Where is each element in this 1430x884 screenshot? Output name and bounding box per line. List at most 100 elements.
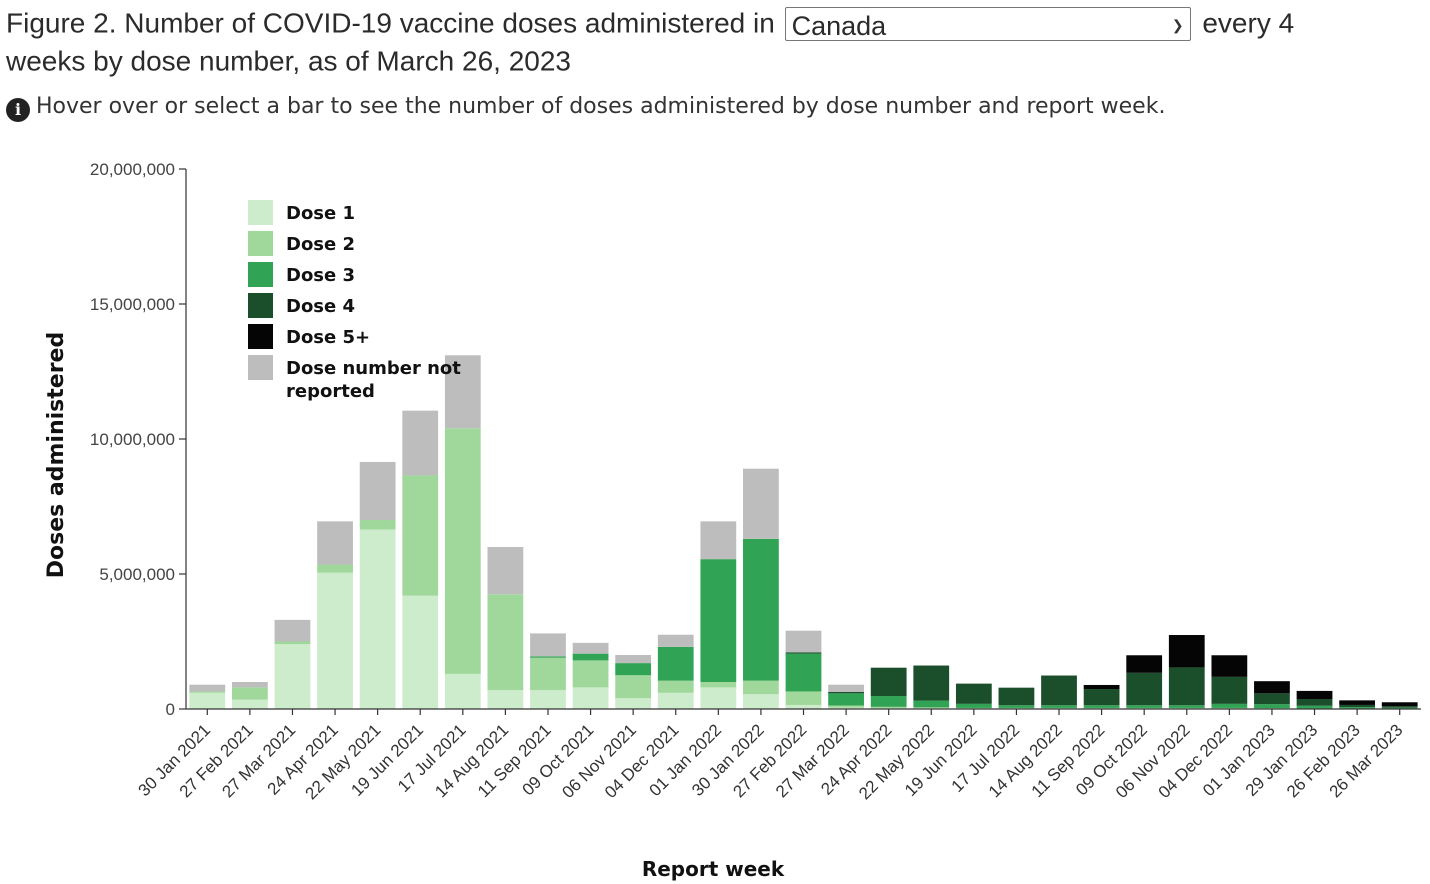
bar-segment[interactable] — [359, 529, 396, 709]
bar-segment[interactable] — [1083, 684, 1120, 690]
bar-segment[interactable] — [1168, 635, 1205, 668]
bar-segment[interactable] — [700, 682, 737, 688]
bar-segment[interactable] — [487, 547, 524, 595]
bar-segment[interactable] — [870, 696, 907, 707]
bar-segment[interactable] — [1126, 655, 1163, 673]
bar-segment[interactable] — [1296, 699, 1333, 706]
bar-segment[interactable] — [317, 572, 353, 709]
bar-segment[interactable] — [1041, 707, 1077, 709]
legend-swatch[interactable] — [248, 262, 273, 287]
bar-segment[interactable] — [1083, 689, 1120, 706]
bar-segment[interactable] — [1211, 676, 1248, 704]
bar-segment[interactable] — [785, 691, 822, 705]
bar-segment[interactable] — [1041, 675, 1077, 706]
bar-segment[interactable] — [1339, 707, 1376, 709]
bar-segment[interactable] — [785, 630, 822, 653]
bar-segment[interactable] — [998, 705, 1035, 708]
bar-segment[interactable] — [530, 633, 566, 657]
bar-segment[interactable] — [615, 663, 652, 676]
bar-segment[interactable] — [1211, 655, 1248, 677]
legend-swatch[interactable] — [248, 355, 273, 380]
bar-segment[interactable] — [1168, 667, 1205, 706]
bar-segment[interactable] — [1168, 705, 1205, 708]
bar-segment[interactable] — [572, 653, 609, 661]
bar-segment[interactable] — [998, 707, 1035, 709]
bar-segment[interactable] — [828, 707, 864, 709]
bar-segment[interactable] — [1168, 707, 1205, 709]
bar-segment[interactable] — [231, 687, 268, 700]
bar-segment[interactable] — [1254, 704, 1290, 709]
bar-segment[interactable] — [530, 657, 566, 691]
bar-segment[interactable] — [274, 619, 311, 642]
bar-segment[interactable] — [444, 428, 481, 674]
bar-segment[interactable] — [1211, 707, 1248, 709]
bar-segment[interactable] — [359, 461, 396, 520]
bar-segment[interactable] — [444, 355, 481, 429]
bar-segment[interactable] — [402, 595, 439, 709]
bar-segment[interactable] — [1254, 681, 1290, 694]
bar-segment[interactable] — [1083, 707, 1120, 709]
bar-segment[interactable] — [444, 673, 481, 709]
bar-segment[interactable] — [231, 682, 268, 688]
legend-swatch[interactable] — [248, 324, 273, 349]
bar-segment[interactable] — [231, 699, 268, 709]
bar-segment[interactable] — [955, 703, 992, 708]
bar-segment[interactable] — [1126, 672, 1163, 706]
region-select[interactable]: Canada ❯ — [784, 6, 1191, 41]
bar-segment[interactable] — [402, 475, 439, 596]
bar-segment[interactable] — [870, 667, 907, 697]
bar-segment[interactable] — [189, 691, 226, 693]
bar-segment[interactable] — [274, 644, 311, 709]
bar-segment[interactable] — [402, 410, 439, 476]
bar-segment[interactable] — [1381, 707, 1418, 709]
bar-segment[interactable] — [743, 538, 779, 681]
bar-segment[interactable] — [1211, 703, 1248, 708]
bar-segment[interactable] — [700, 687, 737, 709]
bar-segment[interactable] — [913, 665, 950, 701]
bar-segment[interactable] — [785, 653, 822, 692]
legend-swatch[interactable] — [248, 293, 273, 318]
bar-segment[interactable] — [700, 521, 737, 560]
bar-segment[interactable] — [700, 559, 737, 682]
bar-segment[interactable] — [743, 694, 779, 709]
bar-segment[interactable] — [743, 680, 779, 695]
bar-segment[interactable] — [870, 706, 907, 709]
bar-segment[interactable] — [657, 646, 694, 681]
bar-segment[interactable] — [1254, 693, 1290, 705]
bar-segment[interactable] — [487, 594, 524, 691]
bar-segment[interactable] — [657, 680, 694, 693]
bar-segment[interactable] — [785, 704, 822, 709]
bar-segment[interactable] — [189, 684, 226, 692]
bar-segment[interactable] — [572, 687, 609, 709]
legend-swatch[interactable] — [248, 200, 273, 225]
bar-segment[interactable] — [317, 521, 353, 565]
bar-segment[interactable] — [572, 642, 609, 654]
bar-segment[interactable] — [530, 656, 566, 658]
bar-segment[interactable] — [743, 468, 779, 539]
bar-segment[interactable] — [572, 660, 609, 688]
bar-segment[interactable] — [530, 690, 566, 709]
bar-segment[interactable] — [274, 641, 311, 645]
bar-segment[interactable] — [1126, 707, 1163, 709]
bar-segment[interactable] — [657, 692, 694, 709]
bar-segment[interactable] — [1381, 706, 1418, 708]
bar-segment[interactable] — [955, 683, 992, 704]
bar-segment[interactable] — [1339, 704, 1376, 708]
bar-segment[interactable] — [913, 707, 950, 709]
bar-segment[interactable] — [1296, 690, 1333, 700]
bar-segment[interactable] — [317, 564, 353, 573]
bar-segment[interactable] — [1083, 705, 1120, 708]
bar-segment[interactable] — [1041, 705, 1077, 708]
bar-segment[interactable] — [785, 652, 822, 654]
bar-segment[interactable] — [1296, 705, 1333, 709]
bar-segment[interactable] — [657, 634, 694, 647]
bar-segment[interactable] — [359, 520, 396, 530]
bar-segment[interactable] — [1126, 705, 1163, 708]
bar-segment[interactable] — [913, 700, 950, 708]
bar-segment[interactable] — [1381, 702, 1418, 707]
bar-segment[interactable] — [615, 675, 652, 699]
bar-segment[interactable] — [615, 655, 652, 664]
bar-segment[interactable] — [487, 690, 524, 709]
bar-segment[interactable] — [828, 691, 864, 694]
bar-segment[interactable] — [828, 705, 864, 708]
